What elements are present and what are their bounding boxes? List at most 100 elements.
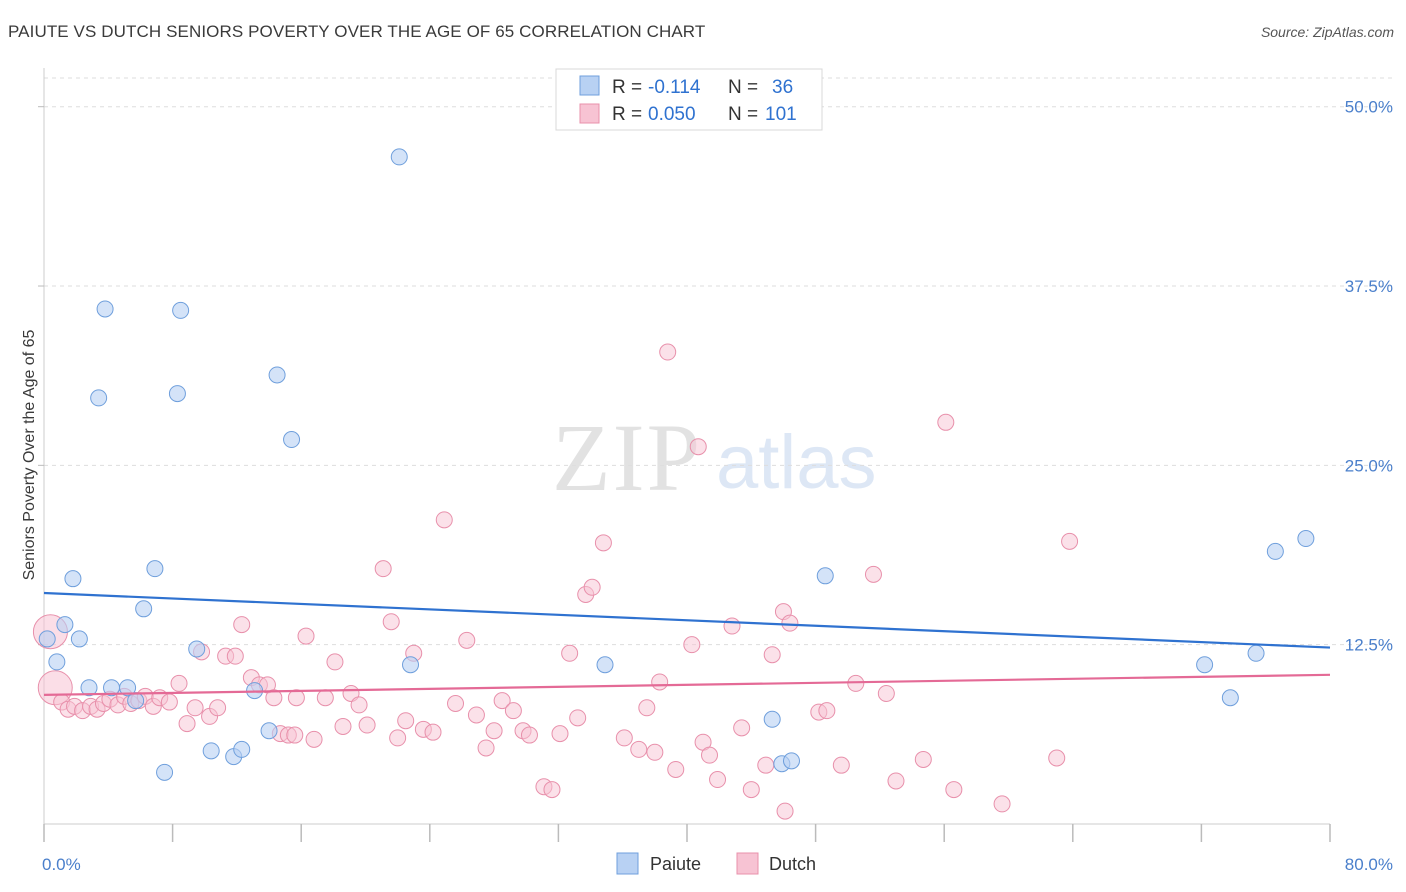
dutch-point bbox=[763, 646, 781, 664]
paiute-point bbox=[70, 630, 88, 648]
dutch-point bbox=[701, 746, 719, 764]
dutch-point bbox=[864, 565, 882, 583]
y-tick-label: 12.5% bbox=[1345, 636, 1393, 655]
paiute-point bbox=[127, 692, 145, 710]
paiute-point bbox=[1247, 644, 1265, 662]
dutch-point bbox=[458, 631, 476, 649]
dutch-point bbox=[447, 694, 465, 712]
dutch-point bbox=[594, 534, 612, 552]
dutch-point bbox=[781, 614, 799, 632]
dutch-point bbox=[424, 723, 442, 741]
paiute-point bbox=[168, 385, 186, 403]
dutch-point bbox=[742, 781, 760, 799]
dutch-point bbox=[733, 719, 751, 737]
dutch-trend-line bbox=[43, 673, 1331, 696]
paiute-point bbox=[268, 366, 286, 384]
dutch-point bbox=[1048, 749, 1066, 767]
paiute-point bbox=[80, 679, 98, 697]
dutch-point bbox=[485, 722, 503, 740]
dutch-point bbox=[659, 343, 677, 361]
dutch-point bbox=[583, 578, 601, 596]
dutch-point bbox=[477, 739, 495, 757]
trend-lines bbox=[43, 591, 1331, 696]
dutch-point bbox=[397, 712, 415, 730]
x-tick-label: 80.0% bbox=[1345, 855, 1393, 874]
legend-paiute-swatch bbox=[579, 75, 600, 96]
dutch-point bbox=[170, 674, 188, 692]
watermark-atlas: atlas bbox=[716, 420, 877, 505]
dutch-point bbox=[287, 689, 305, 707]
paiute-point bbox=[146, 560, 164, 578]
dutch-point bbox=[305, 730, 323, 748]
paiute-point bbox=[763, 710, 781, 728]
dutch-point bbox=[504, 702, 522, 720]
dutch-point bbox=[757, 756, 775, 774]
paiute-trend-line bbox=[43, 591, 1331, 649]
dutch-point bbox=[326, 653, 344, 671]
dutch-point bbox=[265, 689, 283, 707]
bottom-legend-paiute-swatch bbox=[616, 852, 639, 875]
paiute-point bbox=[816, 567, 834, 585]
dutch-point bbox=[689, 438, 707, 456]
paiute-point bbox=[48, 653, 66, 671]
bottom-legend-dutch-swatch bbox=[736, 852, 759, 875]
dutch-point bbox=[493, 692, 511, 710]
dutch-point bbox=[569, 709, 587, 727]
legend-dutch-n-label: N = bbox=[728, 104, 758, 125]
y-tick-label: 25.0% bbox=[1345, 456, 1393, 475]
legend-dutch-swatch bbox=[579, 103, 600, 124]
legend-dutch-r-value: 0.050 bbox=[648, 104, 696, 125]
dutch-point bbox=[646, 743, 664, 761]
paiute-point bbox=[782, 752, 800, 770]
dutch-point bbox=[1061, 532, 1079, 550]
paiute-point bbox=[233, 740, 251, 758]
paiute-point bbox=[1221, 689, 1239, 707]
paiute-point bbox=[38, 630, 56, 648]
paiute-point bbox=[390, 148, 408, 166]
dutch-point bbox=[226, 647, 244, 665]
dutch-point bbox=[945, 781, 963, 799]
dutch-point bbox=[832, 756, 850, 774]
legend-paiute-n-label: N = bbox=[728, 77, 758, 98]
paiute-point bbox=[402, 656, 420, 674]
paiute-point bbox=[1196, 656, 1214, 674]
legend-paiute-n-value: 36 bbox=[772, 77, 793, 98]
dutch-point bbox=[887, 772, 905, 790]
dutch-point bbox=[818, 702, 836, 720]
dutch-point bbox=[551, 725, 569, 743]
dutch-point bbox=[186, 699, 204, 717]
paiute-point bbox=[1297, 530, 1315, 548]
dutch-point bbox=[638, 699, 656, 717]
dutch-point bbox=[683, 636, 701, 654]
legend-dutch-r-label: R = bbox=[612, 104, 642, 125]
y-tick-labels: 12.5% 25.0% 37.5% 50.0% bbox=[1345, 98, 1393, 655]
paiute-point bbox=[135, 600, 153, 618]
bottom-legend-dutch-label: Dutch bbox=[769, 854, 816, 874]
dutch-point bbox=[160, 693, 178, 711]
dutch-point bbox=[374, 560, 392, 578]
dutch-point bbox=[651, 673, 669, 691]
dutch-point bbox=[847, 674, 865, 692]
correlation-legend: R = -0.114 N = 36 R = 0.050 N = 101 bbox=[555, 68, 823, 131]
legend-box bbox=[555, 68, 823, 131]
x-tick-labels: 0.0% 80.0% bbox=[42, 855, 1393, 874]
dutch-point bbox=[615, 729, 633, 747]
paiute-point bbox=[283, 431, 301, 449]
dutch-point bbox=[914, 750, 932, 768]
dutch-point bbox=[316, 689, 334, 707]
dutch-point bbox=[209, 699, 227, 717]
dutch-point bbox=[667, 760, 685, 778]
dutch-point bbox=[358, 716, 376, 734]
watermark-zip: ZIP bbox=[552, 404, 702, 511]
gridlines bbox=[44, 77, 1394, 646]
dutch-point bbox=[350, 696, 368, 714]
dutch-point bbox=[233, 616, 251, 634]
dutch-point bbox=[435, 511, 453, 529]
dutch-point bbox=[561, 644, 579, 662]
dutch-point bbox=[630, 740, 648, 758]
dutch-point bbox=[709, 771, 727, 789]
legend-paiute-r-label: R = bbox=[612, 77, 642, 98]
paiute-point bbox=[119, 679, 137, 697]
dutch-point bbox=[877, 684, 895, 702]
paiute-point bbox=[596, 656, 614, 674]
